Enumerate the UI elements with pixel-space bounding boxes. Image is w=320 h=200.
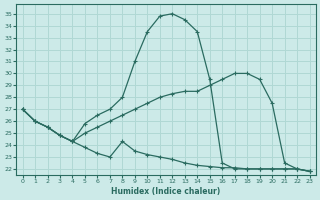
X-axis label: Humidex (Indice chaleur): Humidex (Indice chaleur) bbox=[111, 187, 221, 196]
